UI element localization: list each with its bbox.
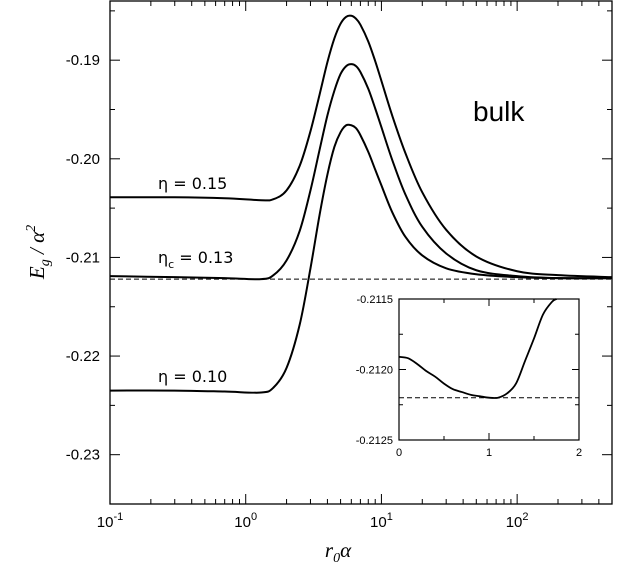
series-line-0 xyxy=(109,14,613,279)
curve-label-eta-010: η = 0.10 xyxy=(158,367,227,386)
x-tick-label: 102 xyxy=(506,511,529,531)
x-axis-title: r0α xyxy=(325,538,352,565)
inset-y-tick-label: -0.2120 xyxy=(356,365,393,377)
y-tick-label: -0.20 xyxy=(66,151,100,168)
bulk-label: bulk xyxy=(473,96,525,127)
inset-ticks xyxy=(398,298,580,441)
inset-curves xyxy=(398,298,579,399)
curve-label-eta-c-sub: c xyxy=(168,258,174,271)
x-tick-label-exp: 2 xyxy=(522,511,528,523)
inset-series-line-0 xyxy=(398,298,557,399)
y-axis-title-tail: / α xyxy=(25,231,49,259)
curve-label-eta-c-main: η xyxy=(158,248,168,267)
y-tick-label: -0.23 xyxy=(66,447,100,464)
y-tick-label: -0.19 xyxy=(66,52,100,69)
y-axis-title-main: E xyxy=(25,266,49,280)
inset-y-tick-label: -0.2125 xyxy=(356,435,393,447)
y-tick-label: -0.21 xyxy=(66,249,100,266)
inset-plot: 0 1 2 -0.2115 -0.2120 -0.2125 xyxy=(356,294,582,459)
y-axis-title: Eg / α2 xyxy=(24,225,53,280)
y-axis-title-sub: g xyxy=(38,259,53,266)
main-tick-labels: 10-1 100 101 102-0.19-0.20-0.21-0.22-0.23 xyxy=(66,52,529,531)
y-axis-title-sup: 2 xyxy=(24,225,39,232)
x-tick-label-base: 10 xyxy=(370,514,387,531)
inset-x-tick-label: 2 xyxy=(576,447,582,459)
x-tick-label: 10-1 xyxy=(97,511,123,531)
series-line-2 xyxy=(109,123,613,394)
x-axis-title-sub: 0 xyxy=(333,551,340,565)
x-tick-label-base: 10 xyxy=(234,514,251,531)
main-plot-frame xyxy=(109,0,613,505)
inset-tick-labels: 0 1 2 -0.2115 -0.2120 -0.2125 xyxy=(356,294,582,459)
x-tick-label-exp: 0 xyxy=(251,511,257,523)
x-axis-title-main: r xyxy=(325,538,334,562)
curve-label-eta-c-tail: = 0.13 xyxy=(174,248,233,267)
x-tick-label: 101 xyxy=(370,511,393,531)
y-tick-label: -0.22 xyxy=(66,348,100,365)
x-tick-label-base: 10 xyxy=(506,514,523,531)
x-tick-label: 100 xyxy=(234,511,257,531)
main-plot: 10-1 100 101 102-0.19-0.20-0.21-0.22-0.23 η… xyxy=(24,0,613,565)
inset-y-tick-label: -0.2115 xyxy=(357,294,394,306)
main-curves xyxy=(109,14,613,394)
x-tick-label-exp: 1 xyxy=(387,511,393,523)
curve-label-eta-015: η = 0.15 xyxy=(158,174,227,193)
x-tick-label-exp: -1 xyxy=(113,511,123,523)
main-ticks xyxy=(109,1,613,505)
x-tick-label-base: 10 xyxy=(97,514,114,531)
series-line-1 xyxy=(109,63,613,281)
inset-plot-frame xyxy=(398,298,580,441)
x-axis-title-tail: α xyxy=(340,538,352,562)
inset-x-tick-label: 1 xyxy=(486,447,492,459)
inset-x-tick-label: 0 xyxy=(396,447,402,459)
curve-label-eta-c-013: ηc = 0.13 xyxy=(158,248,233,271)
